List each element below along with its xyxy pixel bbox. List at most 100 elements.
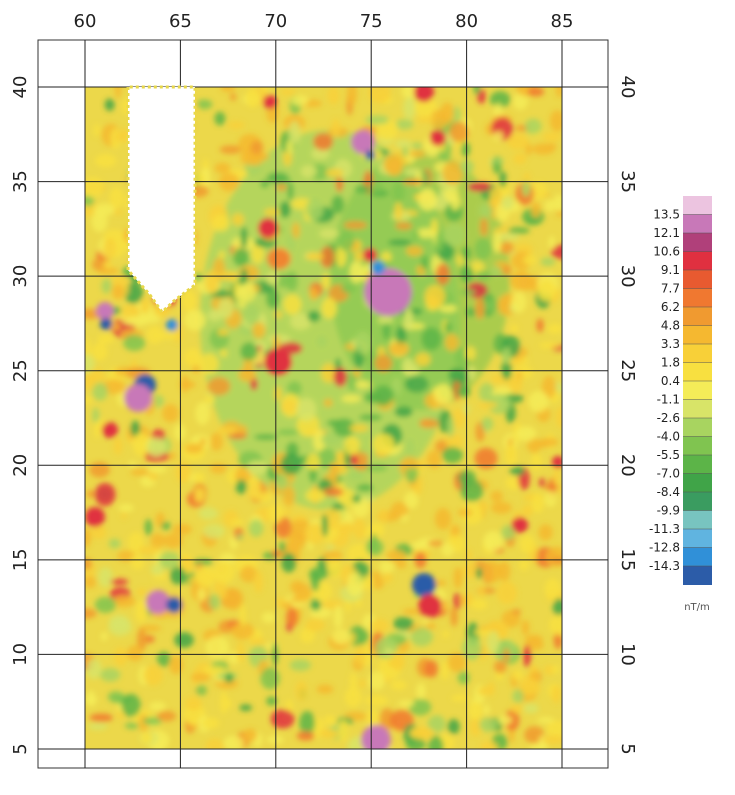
texture [349, 260, 364, 284]
texture [130, 420, 141, 437]
texture [544, 578, 561, 601]
texture [238, 367, 257, 382]
colorbar-label: 7.7 [661, 282, 680, 296]
texture [527, 437, 542, 454]
texture [283, 294, 302, 315]
colorbar-label: 12.1 [653, 226, 680, 240]
texture [527, 87, 545, 97]
anomaly [264, 348, 292, 376]
anomaly [361, 725, 391, 749]
texture [163, 533, 183, 549]
texture [499, 241, 514, 254]
texture [220, 349, 228, 358]
texture [415, 352, 431, 367]
texture [353, 250, 366, 262]
colorbar-swatch [683, 251, 712, 271]
texture [253, 570, 264, 594]
texture [175, 460, 192, 484]
texture [196, 99, 213, 110]
texture [501, 195, 514, 210]
texture [393, 616, 414, 631]
texture [274, 516, 292, 539]
texture [234, 466, 251, 485]
x-tick-label: 75 [360, 11, 383, 32]
texture [316, 336, 327, 347]
texture [198, 507, 218, 520]
texture [195, 565, 215, 588]
texture [460, 289, 476, 296]
texture [528, 390, 549, 413]
y-tick-label: 10 [617, 643, 638, 666]
texture [113, 436, 123, 456]
texture [346, 87, 358, 106]
x-tick-label: 65 [169, 11, 192, 32]
texture [305, 488, 326, 503]
texture [509, 466, 525, 476]
texture [110, 578, 129, 585]
texture [94, 596, 117, 613]
texture [309, 466, 318, 483]
texture [391, 182, 406, 203]
texture [443, 222, 466, 247]
texture [478, 401, 498, 409]
texture [354, 331, 372, 354]
texture [374, 354, 393, 372]
texture [460, 479, 484, 502]
anomaly [166, 597, 182, 613]
texture [508, 374, 523, 394]
texture [459, 594, 467, 607]
texture [304, 523, 326, 545]
texture [101, 278, 112, 294]
texture [157, 332, 179, 340]
texture [309, 286, 319, 301]
texture [280, 88, 296, 96]
texture [289, 659, 312, 671]
texture [274, 474, 289, 490]
colorbar-label: -9.9 [657, 504, 680, 518]
texture [412, 230, 420, 241]
texture [479, 502, 490, 511]
texture [136, 588, 147, 597]
texture [112, 595, 136, 608]
texture [518, 558, 530, 571]
texture [348, 470, 364, 481]
texture [138, 625, 162, 632]
texture [507, 227, 530, 234]
texture [538, 524, 553, 541]
texture [329, 462, 340, 479]
anomaly [258, 218, 278, 238]
texture [427, 540, 444, 547]
texture [199, 353, 219, 375]
texture [461, 141, 471, 157]
texture [235, 479, 248, 495]
texture [148, 472, 158, 481]
texture [124, 722, 140, 730]
texture [350, 454, 359, 467]
colorbar-swatch [683, 381, 712, 400]
texture [108, 614, 130, 631]
texture [410, 541, 428, 551]
texture [408, 698, 432, 716]
texture [217, 328, 229, 336]
colorbar-swatch [683, 529, 712, 548]
texture [109, 187, 124, 209]
texture [244, 304, 260, 326]
texture [341, 394, 361, 403]
texture [335, 174, 344, 193]
texture [236, 424, 248, 435]
texture [120, 512, 128, 519]
texture [546, 720, 562, 738]
texture [465, 307, 476, 317]
texture [193, 472, 206, 483]
texture [220, 87, 236, 93]
texture [540, 257, 556, 267]
anomaly [363, 248, 377, 262]
texture [214, 111, 226, 126]
texture [453, 566, 463, 589]
texture [246, 460, 268, 475]
texture [240, 281, 256, 302]
texture [447, 416, 455, 438]
texture [382, 319, 391, 341]
texture [294, 583, 313, 601]
